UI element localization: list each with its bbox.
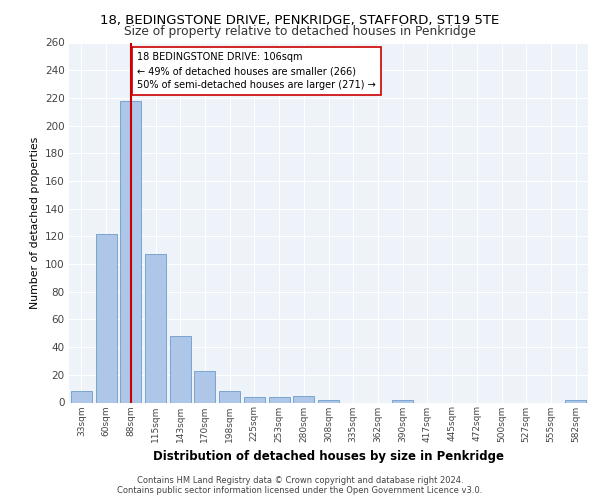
Bar [71,392,92,402]
Bar [145,254,166,402]
Text: Contains HM Land Registry data © Crown copyright and database right 2024.: Contains HM Land Registry data © Crown c… [137,476,463,485]
Bar [269,397,290,402]
Bar [120,100,141,403]
Text: Size of property relative to detached houses in Penkridge: Size of property relative to detached ho… [124,25,476,38]
Bar [194,370,215,402]
Y-axis label: Number of detached properties: Number of detached properties [29,136,40,308]
Bar [170,336,191,402]
Bar [565,400,586,402]
Bar [244,397,265,402]
X-axis label: Distribution of detached houses by size in Penkridge: Distribution of detached houses by size … [153,450,504,463]
Bar [293,396,314,402]
Bar [392,400,413,402]
Bar [95,234,116,402]
Text: Contains public sector information licensed under the Open Government Licence v3: Contains public sector information licen… [118,486,482,495]
Bar [318,400,339,402]
Text: 18 BEDINGSTONE DRIVE: 106sqm
← 49% of detached houses are smaller (266)
50% of s: 18 BEDINGSTONE DRIVE: 106sqm ← 49% of de… [137,52,376,90]
Text: 18, BEDINGSTONE DRIVE, PENKRIDGE, STAFFORD, ST19 5TE: 18, BEDINGSTONE DRIVE, PENKRIDGE, STAFFO… [100,14,500,27]
Bar [219,392,240,402]
